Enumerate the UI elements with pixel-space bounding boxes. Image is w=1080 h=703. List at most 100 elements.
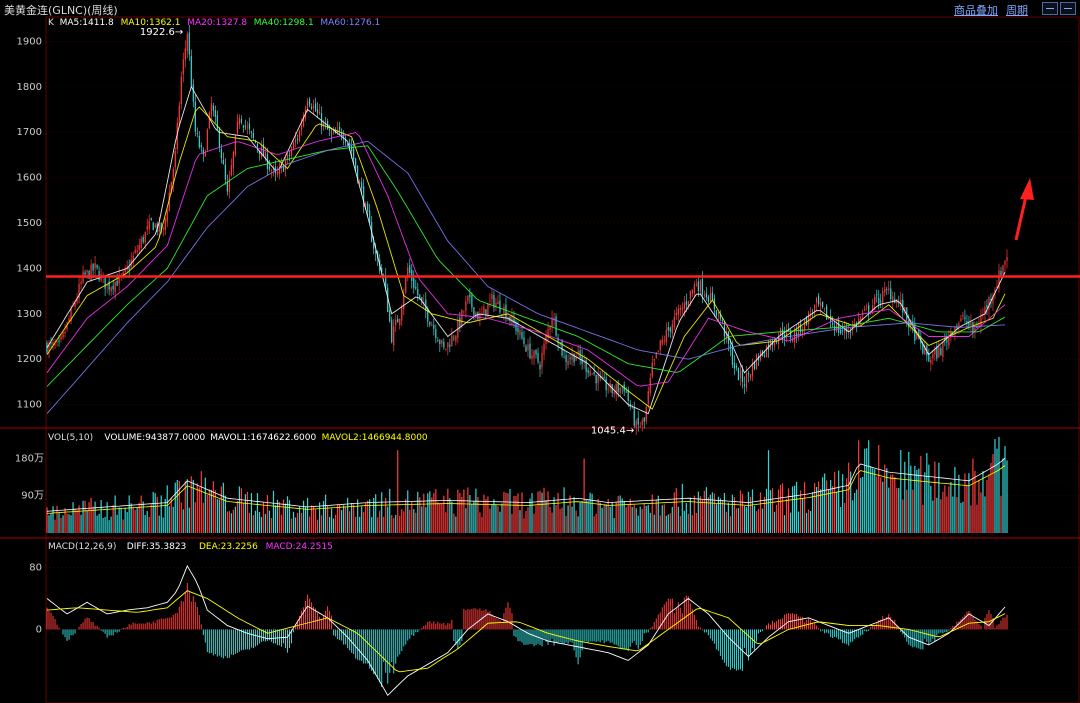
candle-body: [383, 274, 385, 276]
volume-bar: [976, 504, 978, 533]
volume-bar: [978, 479, 980, 533]
macd-histogram-bar: [90, 622, 92, 630]
volume-bar: [284, 503, 287, 533]
macd-histogram-bar: [619, 629, 621, 649]
volume-bar: [326, 505, 329, 533]
macd-histogram-bar: [341, 629, 343, 641]
macd-histogram-bar: [860, 629, 862, 636]
price-panel[interactable]: [46, 24, 1080, 435]
candle-body: [298, 131, 301, 142]
link-period[interactable]: 周期: [1006, 4, 1028, 17]
volume-bar: [972, 458, 974, 533]
candle-body: [357, 166, 359, 182]
macd-histogram-bar: [996, 625, 998, 630]
volume-bar: [757, 509, 760, 533]
candle-body: [789, 331, 792, 339]
volume-bar: [813, 483, 816, 533]
volume-bar: [571, 506, 573, 533]
minimize-icon[interactable]: [1042, 2, 1058, 15]
volume-bar: [956, 497, 958, 533]
candle-body: [597, 374, 599, 384]
macd-histogram-bar: [204, 629, 206, 643]
volume-bar: [537, 491, 539, 533]
link-overlay-commodity[interactable]: 商品叠加: [954, 4, 998, 17]
macd-histogram-bar: [962, 616, 964, 630]
volume-bar: [643, 503, 645, 533]
candle-body: [104, 275, 106, 289]
restore-icon[interactable]: [1060, 2, 1076, 15]
volume-bar: [990, 462, 992, 533]
macd-histogram-bar: [389, 629, 391, 673]
candle-body: [888, 288, 890, 291]
candle-body: [637, 417, 639, 425]
volume-bar: [417, 491, 419, 533]
macd-histogram-bar: [423, 625, 425, 630]
volume-bar: [940, 499, 942, 533]
volume-bar: [529, 498, 531, 533]
candle-body: [202, 149, 204, 155]
macd-panel[interactable]: [46, 564, 1008, 697]
macd-histogram-bar: [461, 629, 463, 642]
volume-panel[interactable]: [46, 436, 1008, 533]
volume-bar: [351, 502, 353, 533]
price-tick-label: 1400: [17, 263, 42, 274]
volume-bar: [250, 493, 253, 533]
macd-histogram-bar: [230, 629, 232, 655]
macd-histogram-bar: [747, 629, 749, 661]
macd-histogram-bar: [531, 629, 533, 645]
candle-body: [268, 166, 271, 170]
volume-bar: [707, 497, 709, 533]
macd-histogram-bar: [427, 621, 429, 630]
volume-bar: [631, 507, 633, 533]
volume-bar: [858, 440, 860, 533]
candle-body: [190, 56, 192, 87]
volume-bar: [343, 505, 345, 533]
candle-body: [184, 48, 186, 60]
macd-histogram-bar: [990, 613, 992, 630]
volume-bar: [411, 502, 413, 533]
window-title: 美黄金连(GLNC)(周线): [4, 4, 118, 17]
volume-bar: [300, 512, 303, 533]
volume-bar: [511, 513, 513, 533]
macd-histogram-bar: [836, 629, 838, 638]
candle-body: [353, 149, 355, 160]
macd-histogram-bar: [541, 629, 543, 647]
macd-histogram-bar: [545, 629, 547, 642]
candle-body: [751, 364, 754, 376]
volume-bar: [920, 455, 922, 533]
candle-body: [413, 277, 415, 288]
candle-body: [675, 312, 677, 316]
macd-histogram-bar: [898, 627, 900, 630]
macd-histogram-bar: [601, 629, 603, 641]
macd-histogram-bar: [172, 614, 174, 630]
volume-bar: [184, 481, 186, 533]
candle-body: [166, 210, 168, 222]
volume-bar: [840, 507, 842, 533]
volume-bar: [339, 504, 341, 533]
volume-bar: [665, 515, 667, 533]
candle-body: [990, 298, 992, 301]
volume-bar: [894, 477, 896, 533]
candle-body: [351, 145, 353, 152]
candle-body: [208, 112, 210, 129]
volume-bar: [330, 508, 333, 533]
macd-histogram-bar: [160, 618, 162, 630]
volume-bar: [904, 461, 906, 533]
candle-body: [916, 331, 918, 339]
candle-body: [966, 321, 968, 323]
volume-bar: [138, 502, 140, 533]
macd-histogram-bar: [615, 629, 617, 645]
macd-histogram-bar: [56, 624, 58, 630]
volume-bar: [405, 498, 407, 533]
candle-body: [481, 312, 483, 314]
volume-bar: [124, 507, 126, 533]
macd-histogram-bar: [880, 619, 882, 630]
volume-bar: [783, 515, 786, 533]
candle-body: [409, 265, 411, 273]
volume-bar: [938, 462, 940, 533]
macd-histogram-bar: [252, 629, 254, 648]
volume-bar: [820, 489, 822, 533]
volume-bar: [130, 503, 132, 533]
volume-bar: [56, 505, 58, 533]
